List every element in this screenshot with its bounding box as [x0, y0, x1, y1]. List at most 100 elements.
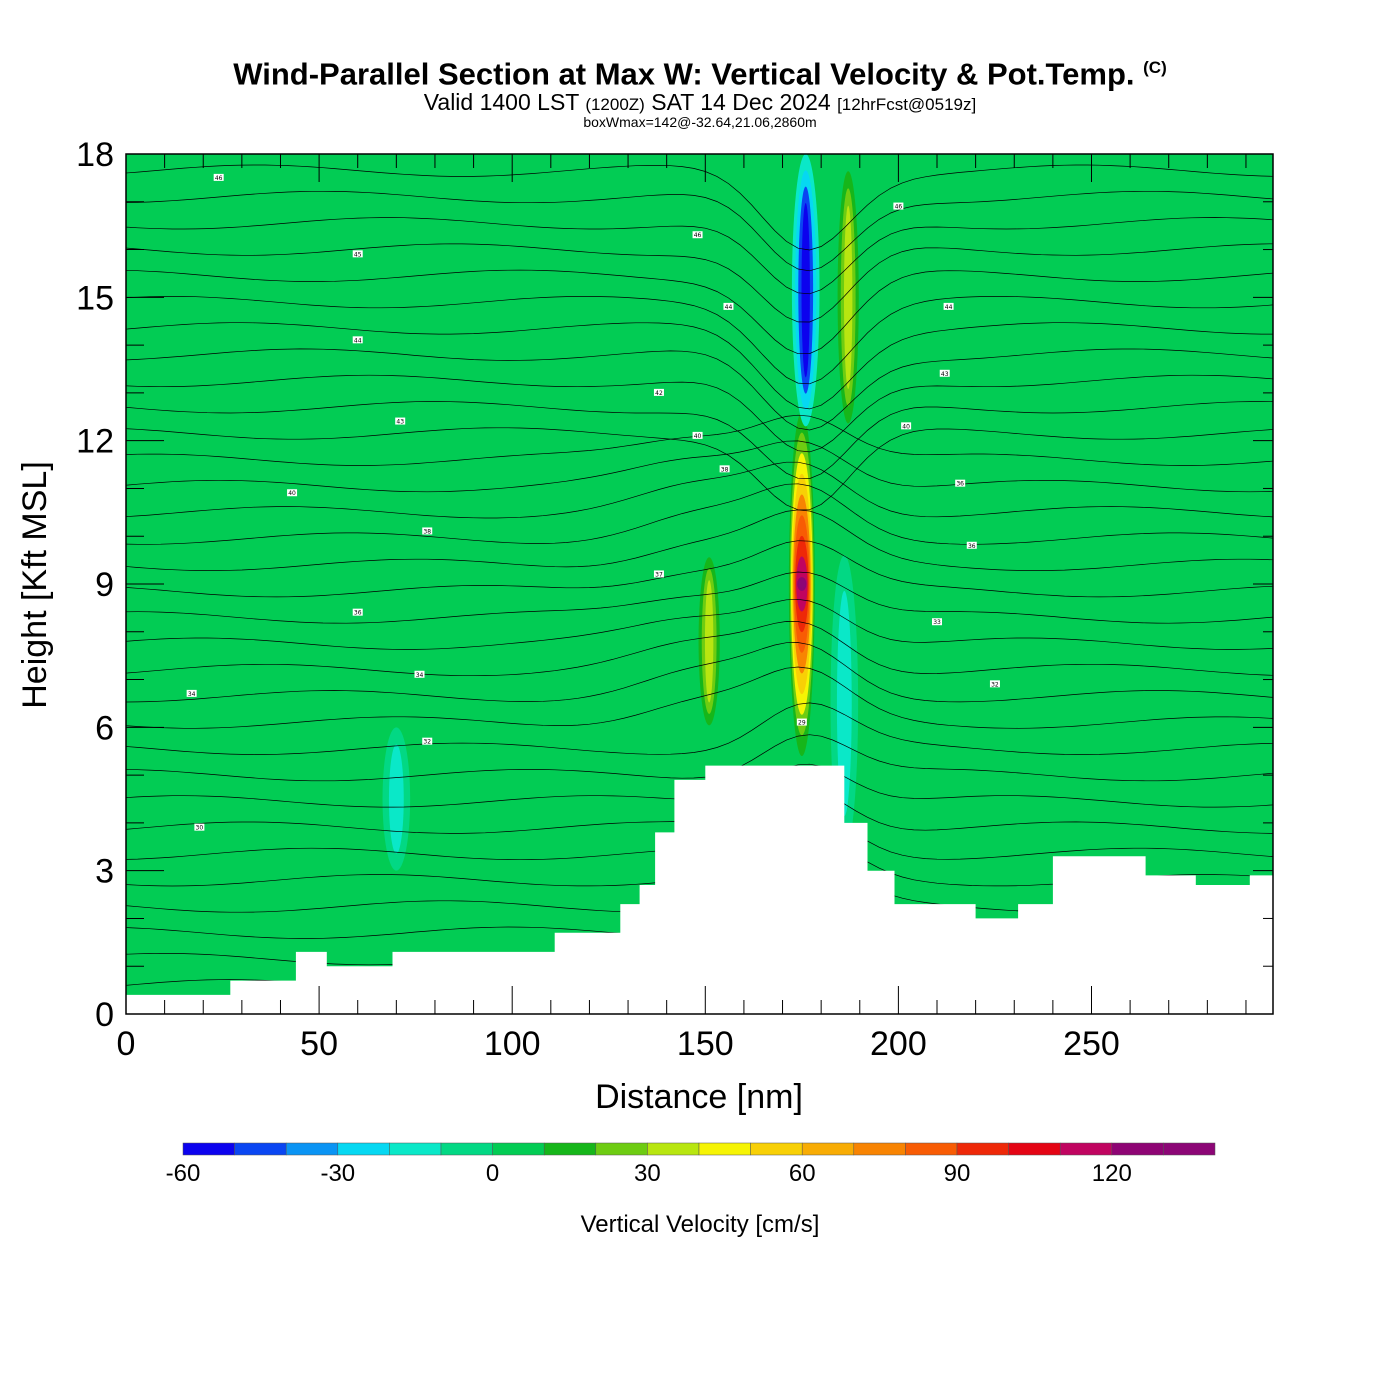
contour-line — [126, 348, 1273, 431]
colorbar-swatch — [182, 1142, 235, 1156]
contour-line — [126, 374, 1273, 453]
contour-line — [126, 164, 1273, 251]
contour-label-bg — [939, 369, 950, 377]
contour-label-bg — [422, 527, 433, 535]
contour-line — [126, 642, 1273, 703]
contour-label: 37 — [655, 571, 663, 578]
velocity-features — [382, 154, 862, 871]
colorbar-tick-label: -60 — [166, 1160, 201, 1187]
contour-label: 40 — [902, 423, 910, 430]
x-tick-label: 100 — [484, 1025, 541, 1063]
contour-label: 30 — [196, 825, 204, 832]
colorbar: -60 -30 0 30 60 90 120 — [166, 1142, 1216, 1187]
colorbar-swatch — [750, 1142, 803, 1156]
colorbar-swatch — [543, 1142, 597, 1156]
contour-line — [126, 702, 1273, 755]
y-tick-label: 3 — [95, 853, 114, 891]
contour-label-bg — [692, 231, 703, 239]
x-axis: 0 50 100 150 200 250 — [117, 154, 1247, 1063]
contour-label: 42 — [655, 390, 663, 397]
contour-line — [126, 243, 1273, 323]
contour-line — [126, 734, 1273, 782]
colorbar-swatch — [440, 1142, 493, 1156]
contour-line — [126, 190, 1273, 272]
contour-line — [126, 621, 1273, 677]
contour-label-bg — [186, 689, 197, 697]
colorbar-swatch — [853, 1142, 906, 1156]
colorbar-tick-label: 90 — [944, 1160, 971, 1187]
downdraft-band-3-3 — [801, 203, 810, 378]
contour-label: 34 — [416, 672, 424, 679]
colorbar-tick-label: 60 — [789, 1160, 816, 1187]
valid-date: SAT 14 Dec 2024 — [651, 89, 831, 116]
x-tick-label: 50 — [300, 1025, 338, 1063]
title-main: Wind-Parallel Section at Max W: Vertical… — [233, 56, 1135, 92]
colorbar-swatch — [234, 1142, 287, 1156]
colorbar-swatch — [1163, 1142, 1216, 1156]
contour-label-bg — [719, 465, 730, 473]
contour-label: 32 — [991, 681, 999, 688]
y-axis-title: Height [Kft MSL] — [16, 461, 54, 709]
contour-label-bg — [213, 173, 224, 181]
y-tick-label: 18 — [76, 136, 114, 174]
contour-line — [126, 483, 1273, 545]
contour-label: 46 — [694, 232, 702, 239]
contour-label-bg — [893, 202, 904, 210]
y-tick-label: 0 — [95, 996, 114, 1034]
contour-line — [126, 322, 1273, 410]
x-axis-title: Distance [nm] — [595, 1078, 803, 1116]
contour-label-bg — [692, 431, 703, 439]
colorbar-swatch — [595, 1142, 648, 1156]
contour-line — [126, 427, 1273, 511]
contour-label: 34 — [188, 691, 196, 698]
contour-label: 43 — [941, 371, 949, 378]
contour-label: 43 — [396, 419, 404, 426]
contour-line — [126, 296, 1273, 385]
contour-label-bg — [943, 302, 954, 310]
contour-line — [126, 401, 1273, 479]
contour-label-bg — [287, 489, 298, 497]
contour-label: 38 — [423, 528, 431, 535]
contour-line — [126, 440, 1273, 493]
colorbar-swatch — [801, 1142, 855, 1156]
contour-label-bg — [796, 718, 807, 726]
contour-line — [126, 269, 1273, 355]
contour-label-bg — [352, 608, 363, 616]
contour-label: 46 — [215, 175, 223, 182]
contour-label: 44 — [945, 304, 953, 311]
contour-label-bg — [989, 680, 1000, 688]
terrain — [126, 765, 1273, 1014]
contour-label-bg — [966, 541, 977, 549]
colorbar-tick-label: -30 — [320, 1160, 355, 1187]
contour-label-bg — [955, 479, 966, 487]
x-tick-label: 150 — [677, 1025, 734, 1063]
contour-label-bg — [653, 388, 664, 396]
contour-line — [126, 598, 1273, 650]
colorbar-swatch — [492, 1142, 545, 1156]
chart-subtitle: Valid 1400 LST (1200Z) SAT 14 Dec 2024 [… — [0, 90, 1400, 117]
contour-label: 29 — [798, 720, 806, 727]
contour-line — [126, 461, 1273, 519]
colorbar-tick-label: 120 — [1092, 1160, 1132, 1187]
contour-label-bg — [932, 618, 943, 626]
y-tick-label: 12 — [76, 423, 114, 461]
y-tick-label: 15 — [76, 279, 114, 317]
copyright-mark: (C) — [1143, 58, 1167, 77]
box-wmax-info: boxWmax=142@-32.64,21.06,2860m — [583, 114, 817, 131]
colorbar-swatch — [1059, 1142, 1113, 1156]
contour-label-bg — [194, 823, 205, 831]
pot-temp-labels: 46 45 44 43 40 38 36 34 34 32 30 46 44 42 40 38 37 46 44 43… — [186, 173, 1000, 832]
updraft-band-0-9 — [798, 580, 806, 588]
contour-line — [126, 571, 1273, 624]
contour-label-bg — [352, 250, 363, 258]
contour-label: 36 — [354, 610, 362, 617]
colorbar-swatch — [337, 1142, 390, 1156]
contour-label: 44 — [725, 304, 733, 311]
downdraft-band-5-3 — [392, 753, 401, 845]
contour-label-bg — [901, 422, 912, 430]
contour-label: 40 — [288, 490, 296, 497]
plot-area: 46 45 44 43 40 38 36 34 34 32 30 46 44 42 40 38 37 46 44 43… — [126, 154, 1273, 1014]
contour-label: 46 — [895, 204, 903, 211]
colorbar-swatch — [698, 1142, 751, 1156]
